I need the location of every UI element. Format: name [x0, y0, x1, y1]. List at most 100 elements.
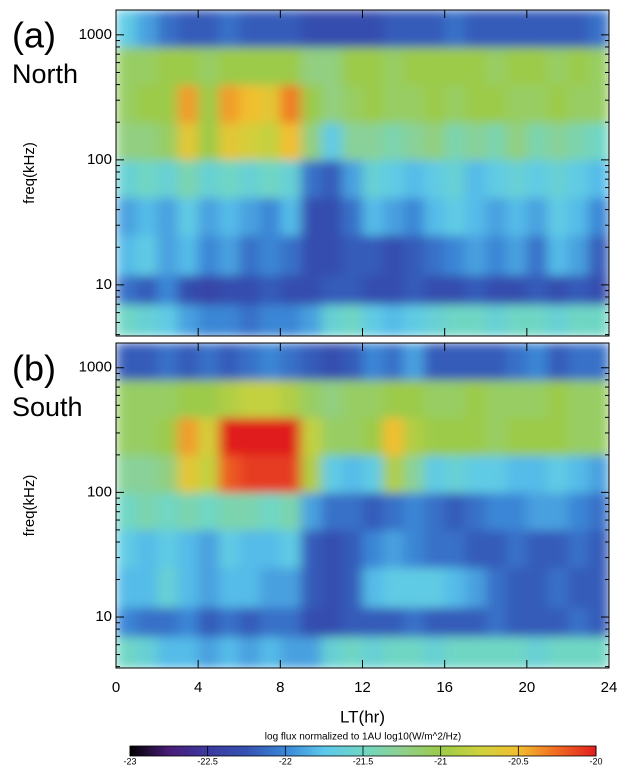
- heatmap-cell: [444, 46, 466, 86]
- heatmap-cell: [383, 84, 405, 123]
- heatmap-cell: [362, 607, 384, 637]
- heatmap-cell: [239, 454, 261, 493]
- heatmap-cell: [588, 84, 609, 123]
- heatmap-cell: [177, 10, 199, 48]
- heatmap-cell: [280, 636, 302, 668]
- heatmap-cell: [567, 417, 590, 456]
- heatmap-cell: [526, 567, 548, 608]
- heatmap-cell: [403, 454, 425, 493]
- heatmap-cell: [588, 379, 609, 418]
- heatmap-cell: [362, 10, 384, 48]
- x-tick-label: 0: [112, 679, 120, 696]
- heatmap-cell: [403, 343, 425, 381]
- heatmap-cell: [198, 235, 220, 276]
- heatmap-cell: [547, 417, 569, 456]
- heatmap-cell: [567, 122, 590, 161]
- heatmap-cell: [177, 343, 199, 381]
- heatmap-cell: [280, 417, 302, 456]
- heatmap-cell: [403, 235, 425, 276]
- heatmap-cell: [444, 343, 466, 381]
- heatmap-cell: [526, 492, 548, 531]
- heatmap-cell: [444, 567, 466, 608]
- heatmap-cell: [424, 304, 446, 336]
- heatmap-cell: [198, 197, 220, 236]
- heatmap-cell: [362, 304, 384, 336]
- heatmap-cell: [444, 122, 466, 161]
- heatmap-cell: [362, 197, 384, 236]
- heatmap: [116, 10, 609, 336]
- y-tick-label: 100: [87, 151, 112, 168]
- heatmap-cell: [177, 567, 199, 608]
- heatmap-cell: [383, 567, 405, 608]
- heatmap-cell: [218, 343, 240, 381]
- heatmap-cell: [465, 379, 487, 418]
- heatmap-cell: [136, 304, 158, 336]
- x-tick-label: 24: [601, 679, 618, 696]
- heatmap-cell: [259, 607, 281, 637]
- heatmap-cell: [239, 84, 261, 123]
- heatmap-cell: [280, 274, 302, 305]
- heatmap-cell: [567, 197, 590, 236]
- heatmap-cell: [218, 607, 240, 637]
- heatmap-cell: [341, 274, 364, 305]
- heatmap-cell: [403, 492, 425, 531]
- heatmap-cell: [259, 636, 281, 668]
- heatmap-cell: [300, 417, 323, 456]
- heatmap-cell: [567, 379, 590, 418]
- heatmap-cell: [362, 567, 384, 608]
- heatmap-cell: [383, 235, 405, 276]
- heatmap-cell: [526, 235, 548, 276]
- colorbar-tick-label: -20.5: [508, 756, 529, 766]
- heatmap-cell: [259, 235, 281, 276]
- heatmap-cell: [341, 235, 364, 276]
- heatmap-cell: [341, 159, 364, 199]
- heatmap-cell: [341, 10, 364, 48]
- heatmap-cell: [157, 274, 179, 305]
- heatmap-cell: [526, 454, 548, 493]
- heatmap-cell: [403, 304, 425, 336]
- panel-sublabel: North: [12, 59, 78, 89]
- heatmap-cell: [424, 159, 446, 199]
- heatmap-cell: [485, 159, 507, 199]
- heatmap-cell: [383, 274, 405, 305]
- heatmap-cell: [239, 197, 261, 236]
- heatmap-cell: [341, 454, 364, 493]
- heatmap-cell: [157, 492, 179, 531]
- heatmap-cell: [567, 274, 590, 305]
- heatmap-cell: [526, 46, 548, 86]
- heatmap-cell: [506, 567, 528, 608]
- colorbar-tick-label: -22.5: [197, 756, 218, 766]
- heatmap-cell: [444, 84, 466, 123]
- heatmap-cell: [198, 492, 220, 531]
- heatmap-cell: [300, 274, 323, 305]
- heatmap-cell: [485, 235, 507, 276]
- heatmap-cell: [259, 122, 281, 161]
- heatmap-cell: [526, 122, 548, 161]
- heatmap-cell: [588, 567, 609, 608]
- heatmap-cell: [424, 274, 446, 305]
- heatmap-cell: [136, 84, 158, 123]
- heatmap-cell: [300, 343, 323, 381]
- heatmap-cell: [259, 343, 281, 381]
- heatmap-cell: [588, 454, 609, 493]
- heatmap-cell: [300, 159, 323, 199]
- heatmap-cell: [280, 46, 302, 86]
- heatmap-cell: [280, 197, 302, 236]
- heatmap-cell: [403, 46, 425, 86]
- heatmap-cell: [157, 343, 179, 381]
- heatmap-cell: [403, 529, 425, 569]
- heatmap-cell: [424, 492, 446, 531]
- heatmap-cell: [177, 122, 199, 161]
- heatmap-cell: [198, 417, 220, 456]
- heatmap-cell: [157, 84, 179, 123]
- heatmap-cell: [321, 122, 343, 161]
- heatmap-cell: [157, 10, 179, 48]
- heatmap-cell: [198, 454, 220, 493]
- heatmap-cell: [300, 454, 323, 493]
- heatmap-cell: [198, 10, 220, 48]
- heatmap-cell: [506, 46, 528, 86]
- heatmap-cell: [403, 567, 425, 608]
- heatmap-cell: [321, 10, 343, 48]
- heatmap-cell: [116, 235, 138, 276]
- colorbar-title: log flux normalized to 1AU log10(W/m^2/H…: [265, 732, 461, 743]
